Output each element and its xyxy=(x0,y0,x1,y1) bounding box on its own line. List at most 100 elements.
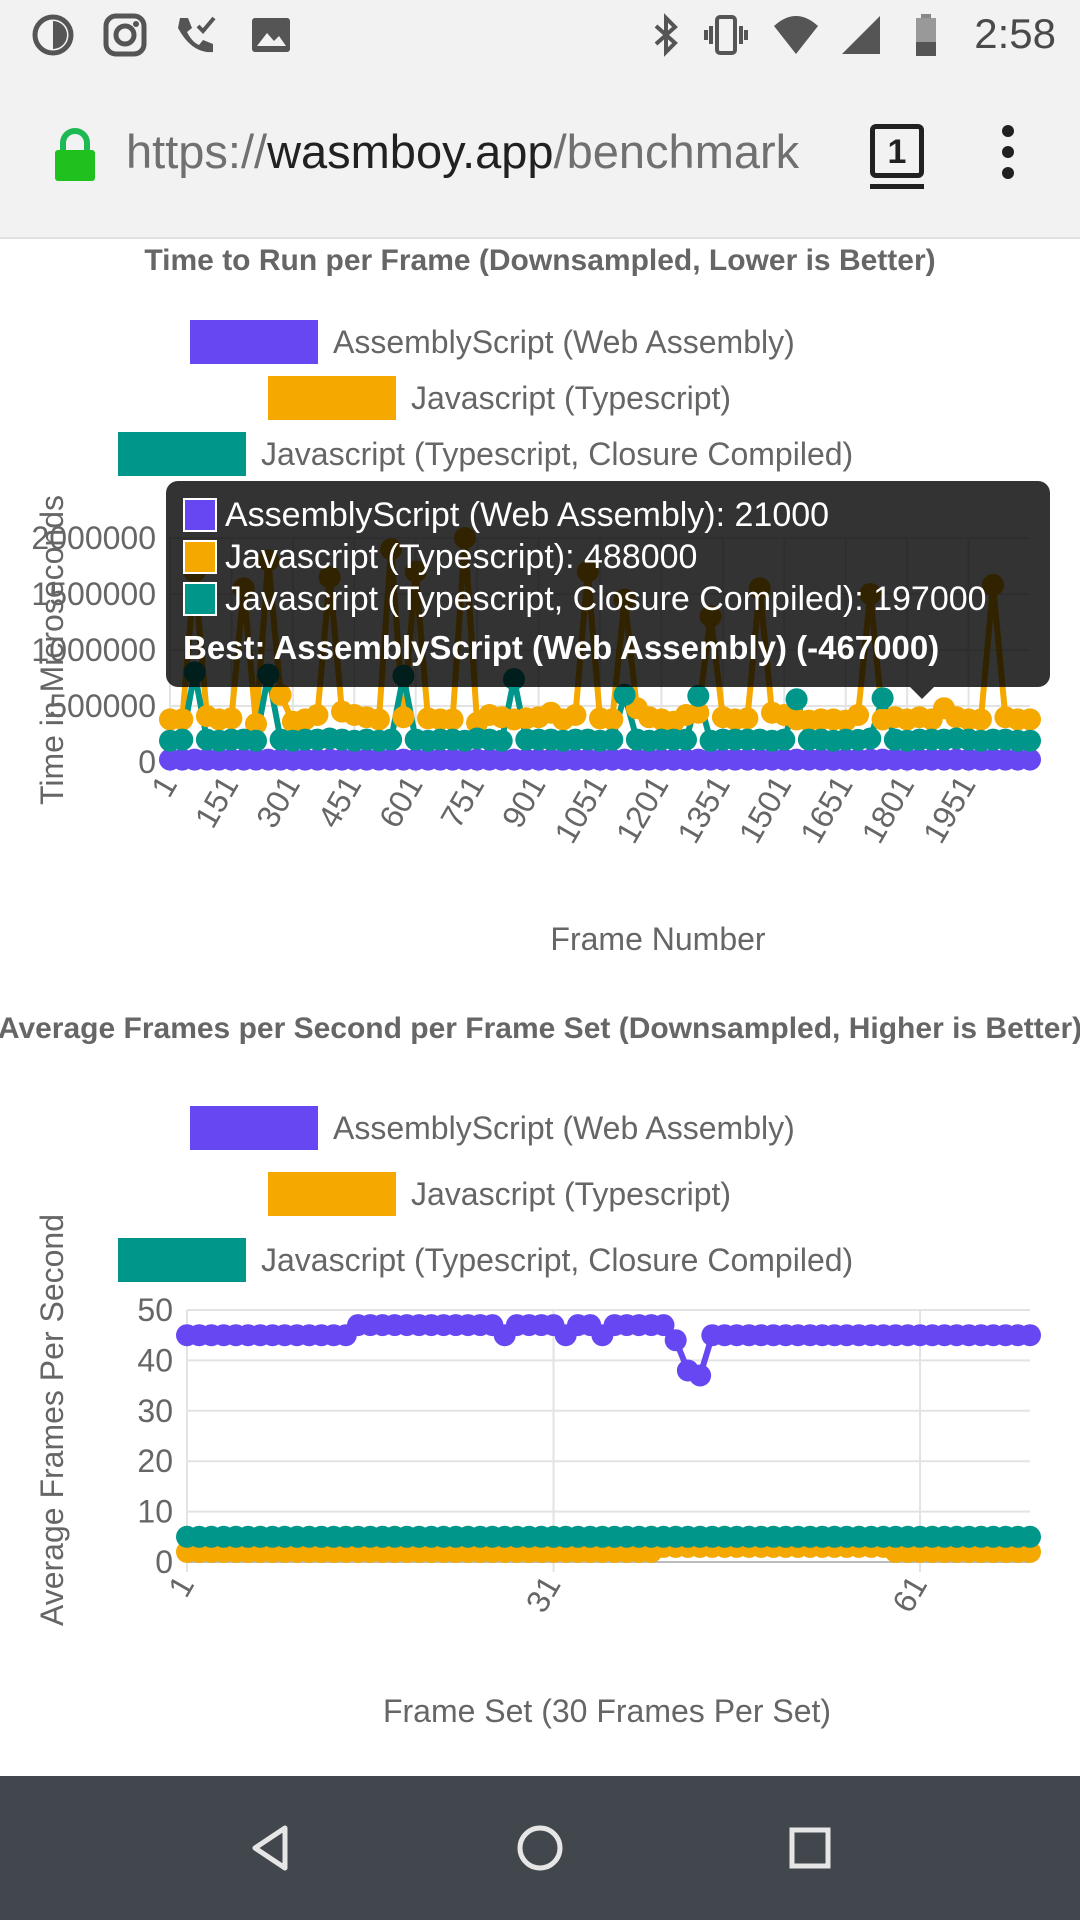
chart-tooltip: AssemblyScript (Web Assembly): 21000 Jav… xyxy=(166,481,1050,687)
y-tick-label: 0 xyxy=(138,744,156,780)
legend-label: AssemblyScript (Web Assembly) xyxy=(333,324,795,360)
url-scheme: https:// xyxy=(126,125,268,178)
vibrate-icon xyxy=(703,12,749,58)
legend-swatch xyxy=(118,432,246,476)
data-point xyxy=(564,704,587,726)
data-point xyxy=(306,704,329,726)
legend-label: Javascript (Typescript) xyxy=(411,380,731,416)
bluetooth-icon xyxy=(643,12,689,58)
data-point xyxy=(441,708,464,731)
data-point xyxy=(785,688,808,711)
x-axis-title: Frame Number xyxy=(550,921,766,957)
instagram-icon xyxy=(102,12,148,58)
data-point xyxy=(773,728,796,751)
y-tick-label: 20 xyxy=(137,1443,173,1479)
status-bar: 2:58 xyxy=(0,0,1080,72)
data-point xyxy=(675,728,697,751)
y-tick-label: 40 xyxy=(137,1342,173,1378)
wifi-icon xyxy=(773,12,819,58)
data-point xyxy=(171,708,194,731)
data-point xyxy=(1019,708,1041,731)
y-tick-label: 1500000 xyxy=(31,576,156,612)
overflow-menu-icon[interactable] xyxy=(1001,124,1015,180)
image-icon xyxy=(248,12,294,58)
time-per-frame-chart: Time to Run per Frame (Downsampled, Lowe… xyxy=(31,244,1041,957)
data-point xyxy=(736,707,759,730)
tooltip-label: AssemblyScript (Web Assembly): 21000 xyxy=(225,496,830,534)
y-axis-title: Time in Microseconds xyxy=(34,495,70,805)
home-icon[interactable] xyxy=(510,1818,570,1878)
tooltip-swatch xyxy=(183,582,217,616)
data-saver-icon xyxy=(30,12,76,58)
x-tick-label: 1351 xyxy=(670,770,737,850)
browser-toolbar: https://wasmboy.app/benchmark 1 xyxy=(0,72,1080,239)
tooltip-best: Best: AssemblyScript (Web Assembly) (-46… xyxy=(183,629,940,666)
data-point xyxy=(1019,1540,1041,1563)
url-field[interactable]: https://wasmboy.app/benchmark xyxy=(126,124,799,179)
url-path: /benchmark xyxy=(553,125,800,178)
data-point xyxy=(613,683,636,706)
x-tick-label: 901 xyxy=(495,770,553,834)
x-tick-label: 451 xyxy=(310,770,368,834)
data-point xyxy=(969,708,992,731)
tooltip-caret xyxy=(910,687,934,699)
legend-swatch xyxy=(268,376,396,420)
fps-per-frameset-chart: Average Frames per Second per Frame Set … xyxy=(0,1012,1080,1729)
chart-title: Time to Run per Frame (Downsampled, Lowe… xyxy=(144,244,935,277)
x-tick-label: 601 xyxy=(372,770,430,834)
signal-icon xyxy=(838,12,884,58)
data-point xyxy=(689,1364,712,1387)
data-point xyxy=(269,683,292,706)
data-point xyxy=(380,728,403,751)
data-point xyxy=(171,728,194,751)
y-axis-title: Average Frames Per Second xyxy=(34,1214,70,1626)
legend-swatch xyxy=(118,1238,246,1282)
missed-call-icon xyxy=(172,12,218,58)
chart-title: Average Frames per Second per Frame Set … xyxy=(0,1012,1080,1045)
data-point xyxy=(871,687,894,710)
tab-switcher-underline xyxy=(870,184,924,189)
tab-switcher-button[interactable]: 1 xyxy=(870,124,924,178)
legend-swatch xyxy=(190,320,318,364)
navigation-bar xyxy=(0,1776,1080,1920)
data-point xyxy=(847,704,869,726)
data-point xyxy=(245,729,267,752)
x-tick-label: 1501 xyxy=(732,770,799,850)
data-point xyxy=(490,729,513,752)
legend-swatch xyxy=(268,1172,396,1216)
x-tick-label: 1951 xyxy=(916,770,983,850)
x-tick-label: 31 xyxy=(519,1570,568,1619)
clock: 2:58 xyxy=(974,10,1056,57)
recents-icon[interactable] xyxy=(780,1818,840,1878)
y-tick-label: 30 xyxy=(137,1393,173,1429)
data-point xyxy=(859,727,882,750)
data-point xyxy=(687,684,710,707)
data-point xyxy=(1019,729,1041,752)
y-tick-label: 2000000 xyxy=(31,520,156,556)
data-point xyxy=(687,701,710,724)
legend-label: Javascript (Typescript, Closure Compiled… xyxy=(261,436,853,472)
tooltip-swatch xyxy=(183,540,217,574)
y-tick-label: 1000000 xyxy=(31,632,156,668)
data-point xyxy=(392,706,415,729)
x-tick-label: 61 xyxy=(885,1570,934,1619)
tooltip-label: Javascript (Typescript, Closure Compiled… xyxy=(225,580,987,618)
legend-label: Javascript (Typescript) xyxy=(411,1176,731,1212)
data-point xyxy=(245,712,267,735)
x-tick-label: 1651 xyxy=(793,770,860,850)
y-tick-label: 50 xyxy=(137,1292,173,1328)
legend-label: Javascript (Typescript, Closure Compiled… xyxy=(261,1242,853,1278)
y-tick-label: 500000 xyxy=(49,688,156,724)
lock-icon[interactable] xyxy=(52,127,98,183)
x-tick-label: 301 xyxy=(249,770,307,834)
tooltip-label: Javascript (Typescript): 488000 xyxy=(225,538,698,576)
legend-swatch xyxy=(190,1106,318,1150)
data-point xyxy=(601,728,624,751)
data-point xyxy=(1019,1324,1041,1347)
data-point xyxy=(367,708,390,731)
back-icon[interactable] xyxy=(240,1818,300,1878)
x-tick-label: 1 xyxy=(161,1570,201,1603)
data-point xyxy=(1019,1525,1041,1548)
x-tick-label: 751 xyxy=(433,770,491,834)
tooltip-swatch xyxy=(183,498,217,532)
